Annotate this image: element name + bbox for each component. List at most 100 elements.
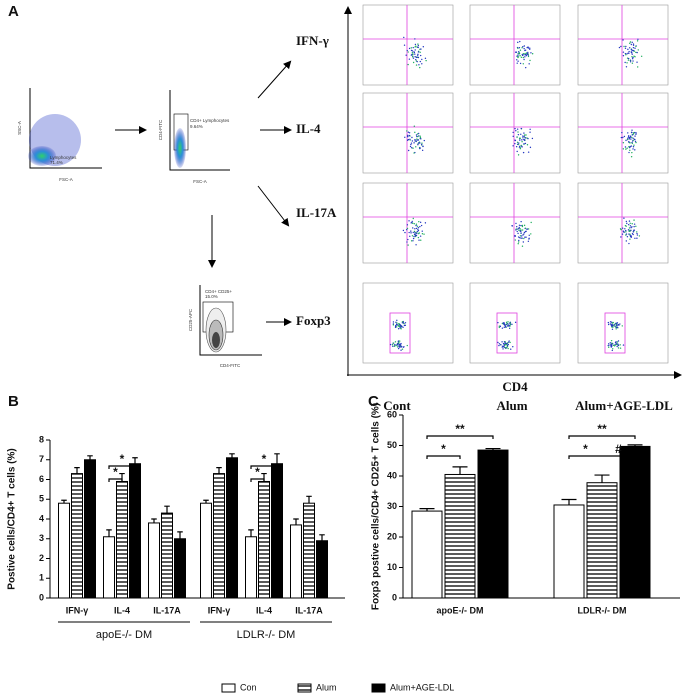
event-dot xyxy=(636,40,639,42)
event-dot xyxy=(425,59,427,62)
flow-plot xyxy=(362,4,454,86)
event-dot xyxy=(514,239,517,241)
bar xyxy=(477,449,509,599)
event-dot xyxy=(615,343,617,345)
event-dot xyxy=(404,136,406,139)
event-dot xyxy=(392,323,395,325)
event-dot xyxy=(520,220,522,223)
event-dot xyxy=(411,51,414,54)
event-dot xyxy=(408,132,411,134)
event-dot xyxy=(521,47,523,49)
event-dot xyxy=(414,43,417,46)
axis-label: CD25-APC xyxy=(188,308,193,331)
bar xyxy=(303,502,315,599)
bar xyxy=(58,502,70,599)
event-dot xyxy=(516,150,518,153)
bar xyxy=(174,538,186,599)
error-bar xyxy=(203,499,209,504)
event-dot xyxy=(401,321,404,323)
event-dot xyxy=(502,348,504,350)
event-dot xyxy=(502,345,504,347)
bar xyxy=(148,522,160,599)
x-tick-label: IL-17A xyxy=(295,605,323,615)
bar xyxy=(245,536,257,599)
event-dot xyxy=(411,140,414,142)
flow-plot xyxy=(469,182,561,264)
event-dot xyxy=(617,340,620,342)
event-dot xyxy=(516,230,518,233)
event-dot xyxy=(621,233,624,235)
event-dot xyxy=(637,38,639,40)
event-dot xyxy=(409,138,411,141)
bar xyxy=(316,540,328,599)
event-dot xyxy=(498,326,501,329)
event-dot xyxy=(637,49,639,51)
event-dot xyxy=(420,143,423,146)
event-dot xyxy=(398,341,400,344)
event-dot xyxy=(523,233,525,235)
event-dot xyxy=(415,244,417,246)
event-dot xyxy=(399,327,401,329)
event-dot xyxy=(516,59,518,61)
event-dot xyxy=(411,235,414,237)
event-dot xyxy=(628,242,630,245)
event-dot xyxy=(406,241,408,243)
event-dot xyxy=(525,236,527,238)
event-dot xyxy=(413,230,416,233)
plot-frame xyxy=(362,4,454,86)
plot-frame xyxy=(469,282,561,364)
event-dot xyxy=(527,151,530,153)
event-dot xyxy=(404,231,406,234)
event-dot xyxy=(411,136,413,139)
event-dot xyxy=(405,229,408,231)
event-dot xyxy=(625,148,627,150)
column-label: Alum+AGE-LDL xyxy=(575,398,673,413)
event-dot xyxy=(418,239,420,241)
event-dot xyxy=(512,346,514,348)
event-dot xyxy=(415,140,417,142)
event-dot xyxy=(523,143,525,145)
event-dot xyxy=(522,241,525,243)
event-dot xyxy=(628,52,630,55)
event-dot xyxy=(635,133,637,135)
event-dot xyxy=(609,321,612,323)
event-dot xyxy=(524,56,526,58)
bar xyxy=(290,524,302,599)
event-dot xyxy=(631,136,633,139)
y-tick-label: 2 xyxy=(39,553,44,563)
axis-label: FSC-A xyxy=(193,179,207,184)
event-dot xyxy=(402,326,404,328)
event-dot xyxy=(417,53,419,56)
event-dot xyxy=(498,344,500,347)
event-dot xyxy=(517,41,519,44)
event-dot xyxy=(628,233,630,235)
event-dot xyxy=(512,145,514,147)
error-bar xyxy=(177,531,183,539)
event-dot xyxy=(608,346,610,348)
error-bar xyxy=(485,447,501,451)
event-dot xyxy=(626,53,628,55)
event-dot xyxy=(631,62,634,64)
event-dot xyxy=(622,230,625,232)
event-dot xyxy=(421,58,423,61)
bar xyxy=(103,536,115,599)
event-dot xyxy=(625,54,627,56)
event-dot xyxy=(400,349,402,351)
event-dot xyxy=(397,342,399,345)
column-label: Alum xyxy=(496,398,527,413)
event-dot xyxy=(521,146,523,148)
significance-bracket xyxy=(426,435,494,439)
event-dot xyxy=(412,57,415,59)
event-dot xyxy=(526,228,528,230)
event-dot xyxy=(631,57,634,60)
event-dot xyxy=(501,327,504,329)
event-dot xyxy=(611,322,614,324)
event-dot xyxy=(625,45,627,48)
event-dot xyxy=(509,341,511,344)
event-dot xyxy=(638,235,641,237)
event-dot xyxy=(624,47,627,50)
event-dot xyxy=(529,48,531,50)
legend-label: Alum+AGE-LDL xyxy=(390,682,454,692)
event-dot xyxy=(529,59,531,62)
event-dot xyxy=(627,135,630,137)
